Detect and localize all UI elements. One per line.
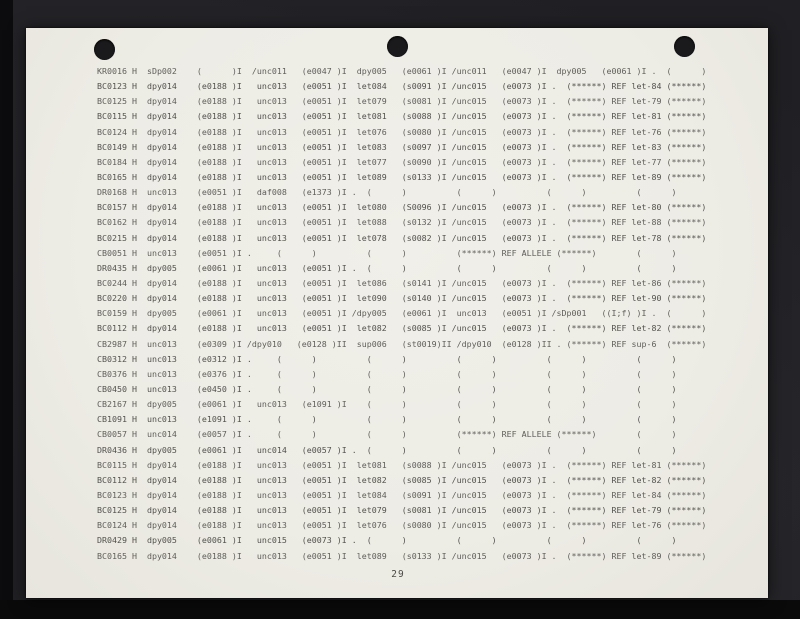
printout-line: BC0165 H dpy014 (e0188 )I unc013 (e0051 … [97, 550, 707, 561]
punch-hole-right [674, 36, 695, 57]
printout-line: BC0112 H dpy014 (e0188 )I unc013 (e0051 … [97, 474, 707, 485]
page-number: 29 [391, 569, 405, 580]
printout-line: DR0436 H dpy005 (e0061 )I unc014 (e0057 … [97, 444, 677, 455]
printout-line: CB2167 H dpy005 (e0061 )I unc013 (e1091 … [97, 399, 677, 410]
printout-line: DR0429 H dpy005 (e0061 )I unc015 (e0073 … [97, 535, 677, 546]
printout-line: DR0168 H unc013 (e0051 )I daf008 (e1373 … [97, 187, 677, 198]
printout-line: CB0450 H unc013 (e0450 )I . ( ) ( ) ( ) … [97, 383, 677, 394]
printout-line: DR0435 H dpy005 (e0061 )I unc013 (e0051 … [97, 262, 677, 273]
printout-line: BC0159 H dpy005 (e0061 )I unc013 (e0051 … [97, 308, 707, 319]
printout-line: CB1091 H unc013 (e1091 )I . ( ) ( ) ( ) … [97, 414, 677, 425]
printout-line: BC0125 H dpy014 (e0188 )I unc013 (e0051 … [97, 96, 707, 107]
printout-line: BC0165 H dpy014 (e0188 )I unc013 (e0051 … [97, 171, 707, 182]
strain-listing: KR0016 H sDp002 ( )I /unc011 (e0047 )I d… [97, 64, 706, 564]
printout-line: CB0051 H unc013 (e0051 )I . ( ) ( ) (***… [97, 247, 677, 258]
printout-line: BC0149 H dpy014 (e0188 )I unc013 (e0051 … [97, 141, 707, 152]
background-bottom-edge [0, 600, 800, 619]
printout-line: BC0215 H dpy014 (e0188 )I unc013 (e0051 … [97, 232, 707, 243]
printout-line: CB0376 H unc013 (e0376 )I . ( ) ( ) ( ) … [97, 368, 677, 379]
printout-line: BC0115 H dpy014 (e0188 )I unc013 (e0051 … [97, 459, 707, 470]
printout-line: BC0124 H dpy014 (e0188 )I unc013 (e0051 … [97, 126, 707, 137]
printout-line: BC0124 H dpy014 (e0188 )I unc013 (e0051 … [97, 520, 707, 531]
printout-line: BC0125 H dpy014 (e0188 )I unc013 (e0051 … [97, 505, 707, 516]
printout-line: BC0184 H dpy014 (e0188 )I unc013 (e0051 … [97, 156, 707, 167]
printout-line: BC0162 H dpy014 (e0188 )I unc013 (e0051 … [97, 217, 707, 228]
punch-hole-left [94, 39, 115, 60]
printout-line: BC0112 H dpy014 (e0188 )I unc013 (e0051 … [97, 323, 707, 334]
printout-line: BC0123 H dpy014 (e0188 )I unc013 (e0051 … [97, 81, 707, 92]
printout-line: BC0123 H dpy014 (e0188 )I unc013 (e0051 … [97, 489, 707, 500]
printout-line: CB0057 H unc014 (e0057 )I . ( ) ( ) (***… [97, 429, 677, 440]
paper-sheet: KR0016 H sDp002 ( )I /unc011 (e0047 )I d… [26, 28, 768, 598]
printout-line: CB2987 H unc013 (e0309 )I /dpy010 (e0128… [97, 338, 707, 349]
printout-line: BC0220 H dpy014 (e0188 )I unc013 (e0051 … [97, 293, 707, 304]
printout-line: KR0016 H sDp002 ( )I /unc011 (e0047 )I d… [97, 66, 707, 76]
printout-line: BC0115 H dpy014 (e0188 )I unc013 (e0051 … [97, 111, 707, 122]
printout-line: CB0312 H unc013 (e0312 )I . ( ) ( ) ( ) … [97, 353, 677, 364]
punch-hole-center [387, 36, 408, 57]
printout-line: BC0244 H dpy014 (e0188 )I unc013 (e0051 … [97, 277, 707, 288]
printout-line: BC0157 H dpy014 (e0188 )I unc013 (e0051 … [97, 202, 707, 213]
background-left-edge [0, 0, 13, 619]
